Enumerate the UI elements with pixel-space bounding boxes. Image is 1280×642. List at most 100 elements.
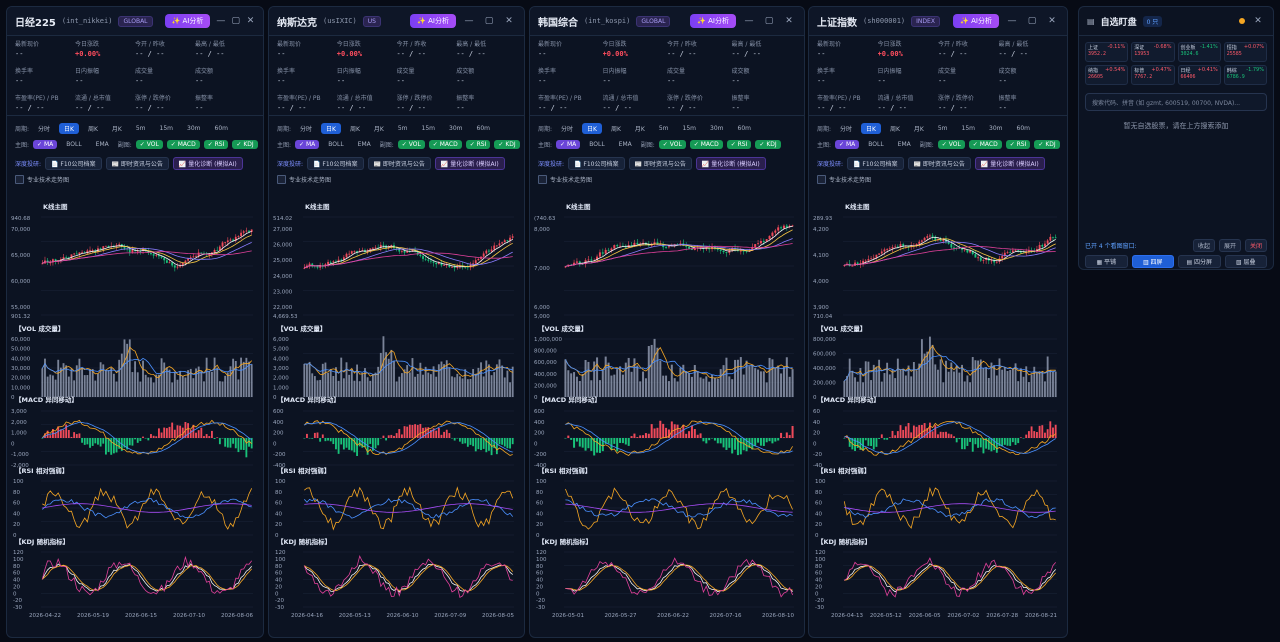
period-button[interactable]: 15m: [682, 124, 697, 132]
main-indicator-toggle[interactable]: EMA: [95, 140, 109, 148]
period-button[interactable]: 分时: [300, 125, 313, 133]
deep-research-button[interactable]: 📰 即时资讯与公告: [105, 156, 169, 170]
sub-indicator-toggle[interactable]: ✓ MACD: [689, 139, 723, 149]
main-indicator-toggle[interactable]: BOLL: [589, 140, 605, 148]
main-indicator-toggle[interactable]: EMA: [897, 140, 911, 148]
period-button[interactable]: 15m: [421, 124, 436, 132]
deep-research-button[interactable]: 📄 F10公司档案: [45, 156, 102, 170]
pro-chart-checkbox[interactable]: 专业技术走势图: [538, 174, 592, 184]
sub-indicator-toggle[interactable]: ✓ VOL: [937, 139, 965, 149]
period-button[interactable]: 60m: [737, 124, 751, 132]
close-icon[interactable]: ✕: [785, 16, 793, 26]
sub-indicator-toggle[interactable]: ✓ RSI: [726, 139, 752, 149]
main-indicator-toggle[interactable]: ✓ MA: [33, 139, 58, 149]
layout-button[interactable]: ▤ 四分屏: [1178, 255, 1221, 268]
collapse-button[interactable]: 收起: [1192, 239, 1215, 252]
sub-indicator-toggle[interactable]: ✓ VOL: [658, 139, 686, 149]
deep-research-button[interactable]: 📄 F10公司档案: [568, 156, 625, 170]
pro-chart-checkbox[interactable]: 专业技术走势图: [15, 174, 69, 184]
index-tile[interactable]: 纳指 +0.54% 26605: [1085, 65, 1129, 85]
layout-button[interactable]: ▥ 四屏: [1131, 255, 1174, 268]
ai-analysis-button[interactable]: ✨ AI分析: [690, 14, 736, 28]
period-button[interactable]: 5m: [397, 124, 408, 132]
sub-indicator-toggle[interactable]: ✓ VOL: [135, 139, 163, 149]
sub-indicator-toggle[interactable]: ✓ RSI: [203, 139, 229, 149]
maximize-icon[interactable]: ▢: [1027, 16, 1037, 26]
ai-analysis-button[interactable]: ✨ AI分析: [410, 14, 456, 28]
sub-indicator-toggle[interactable]: ✓ KDJ: [232, 139, 258, 149]
maximize-icon[interactable]: ▢: [764, 16, 774, 26]
period-button[interactable]: 60m: [476, 124, 490, 132]
sub-indicator-toggle[interactable]: ✓ KDJ: [755, 139, 781, 149]
deep-research-button[interactable]: 📈 量化诊断 (模拟AI): [434, 156, 505, 170]
ai-analysis-button[interactable]: ✨ AI分析: [953, 14, 999, 28]
pro-chart-checkbox[interactable]: 专业技术走势图: [277, 174, 331, 184]
layout-button[interactable]: ▧ 层叠: [1224, 255, 1267, 268]
index-tile[interactable]: 上证 -0.11% 3952.2: [1085, 42, 1129, 62]
deep-research-button[interactable]: 📈 量化诊断 (模拟AI): [974, 156, 1045, 170]
sub-indicator-toggle[interactable]: ✓ RSI: [465, 139, 491, 149]
period-button[interactable]: 30m: [187, 124, 201, 132]
period-button[interactable]: 周K: [610, 125, 621, 133]
sub-indicator-toggle[interactable]: ✓ RSI: [1005, 139, 1031, 149]
maximize-icon[interactable]: ▢: [231, 16, 240, 26]
deep-research-button[interactable]: 📈 量化诊断 (模拟AI): [172, 156, 243, 170]
period-button[interactable]: 日K: [861, 122, 881, 134]
period-button[interactable]: 15m: [159, 124, 174, 132]
main-indicator-toggle[interactable]: ✓ MA: [835, 139, 860, 149]
main-indicator-toggle[interactable]: EMA: [618, 140, 632, 148]
sub-indicator-toggle[interactable]: ✓ KDJ: [494, 139, 520, 149]
sub-indicator-toggle[interactable]: ✓ MACD: [166, 139, 200, 149]
index-tile[interactable]: 标普 +0.47% 7767.2: [1131, 65, 1175, 85]
period-button[interactable]: 分时: [840, 125, 853, 133]
ai-analysis-button[interactable]: ✨ AI分析: [164, 14, 211, 28]
index-tile[interactable]: 日经 +0.41% 66406: [1177, 65, 1221, 85]
index-tile[interactable]: 恒指 +0.07% 25585: [1223, 42, 1267, 62]
deep-research-button[interactable]: 📈 量化诊断 (模拟AI): [695, 156, 766, 170]
expand-button[interactable]: 展开: [1218, 239, 1241, 252]
minimize-icon[interactable]: —: [1007, 16, 1017, 26]
period-button[interactable]: 月K: [634, 125, 645, 133]
period-button[interactable]: 30m: [989, 124, 1003, 132]
main-indicator-toggle[interactable]: BOLL: [868, 140, 884, 148]
close-icon[interactable]: ✕: [1048, 16, 1056, 26]
index-tile[interactable]: 深证 -0.68% 13953: [1131, 42, 1175, 62]
period-button[interactable]: 周K: [889, 125, 900, 133]
period-button[interactable]: 30m: [449, 124, 463, 132]
minimize-icon[interactable]: —: [216, 16, 226, 26]
deep-research-button[interactable]: 📄 F10公司档案: [307, 156, 364, 170]
deep-research-button[interactable]: 📰 即时资讯与公告: [367, 156, 431, 170]
deep-research-button[interactable]: 📰 即时资讯与公告: [907, 156, 971, 170]
period-button[interactable]: 日K: [321, 122, 341, 134]
period-button[interactable]: 日K: [59, 122, 79, 134]
sub-indicator-toggle[interactable]: ✓ VOL: [397, 139, 425, 149]
period-button[interactable]: 分时: [561, 125, 574, 133]
period-button[interactable]: 60m: [1016, 124, 1030, 132]
deep-research-button[interactable]: 📄 F10公司档案: [847, 156, 904, 170]
period-button[interactable]: 5m: [937, 124, 948, 132]
period-button[interactable]: 周K: [87, 125, 98, 133]
minimize-icon[interactable]: —: [464, 16, 474, 26]
maximize-icon[interactable]: ▢: [484, 16, 494, 26]
main-indicator-toggle[interactable]: EMA: [357, 140, 371, 148]
deep-research-button[interactable]: 📰 即时资讯与公告: [628, 156, 692, 170]
period-button[interactable]: 月K: [913, 125, 924, 133]
close-icon[interactable]: ✕: [505, 16, 513, 26]
main-indicator-toggle[interactable]: ✓ MA: [556, 139, 581, 149]
period-button[interactable]: 周K: [349, 125, 360, 133]
layout-button[interactable]: ▦ 平铺: [1085, 255, 1128, 268]
period-button[interactable]: 日K: [582, 122, 602, 134]
close-all-button[interactable]: 关闭: [1244, 239, 1267, 252]
period-button[interactable]: 分时: [38, 125, 51, 133]
period-button[interactable]: 5m: [658, 124, 669, 132]
period-button[interactable]: 月K: [111, 125, 122, 133]
minimize-icon[interactable]: —: [744, 16, 754, 26]
period-button[interactable]: 60m: [214, 124, 228, 132]
pro-chart-checkbox[interactable]: 专业技术走势图: [817, 174, 871, 184]
period-button[interactable]: 月K: [373, 125, 384, 133]
period-button[interactable]: 30m: [710, 124, 724, 132]
close-icon[interactable]: ✕: [1254, 16, 1262, 26]
index-tile[interactable]: 创业板 -1.41% 3024.6: [1177, 42, 1221, 62]
sub-indicator-toggle[interactable]: ✓ MACD: [428, 139, 462, 149]
main-indicator-toggle[interactable]: ✓ MA: [295, 139, 320, 149]
